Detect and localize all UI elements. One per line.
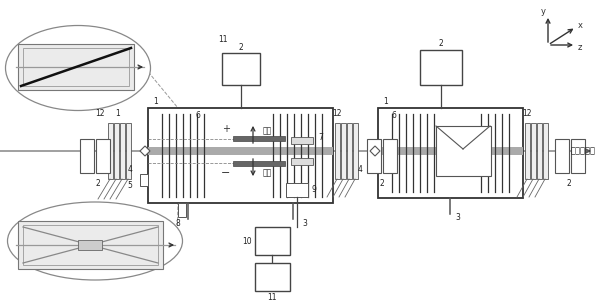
Bar xyxy=(222,53,260,85)
Bar xyxy=(378,108,523,198)
Text: 离子: 离子 xyxy=(263,168,271,178)
Bar xyxy=(420,50,462,85)
Bar xyxy=(18,44,134,90)
Polygon shape xyxy=(370,146,380,156)
Text: 8: 8 xyxy=(176,218,181,228)
Ellipse shape xyxy=(8,202,182,280)
Bar xyxy=(255,263,290,291)
Bar xyxy=(335,123,340,179)
Bar xyxy=(286,183,308,197)
Bar xyxy=(78,240,102,250)
Text: 3: 3 xyxy=(456,214,460,222)
Bar xyxy=(233,136,285,141)
Bar xyxy=(378,147,523,155)
Bar xyxy=(347,123,352,179)
Bar xyxy=(233,161,285,166)
Text: 5: 5 xyxy=(127,181,132,191)
Bar xyxy=(18,221,163,269)
Text: 6: 6 xyxy=(392,112,396,121)
Text: 2: 2 xyxy=(239,42,243,52)
Text: 1: 1 xyxy=(154,98,158,106)
Bar xyxy=(23,48,129,86)
Text: z: z xyxy=(578,44,582,52)
Text: 7: 7 xyxy=(319,132,324,142)
Text: −: − xyxy=(221,168,231,178)
Text: 12: 12 xyxy=(95,108,105,118)
Text: 极紫外激光: 极紫外激光 xyxy=(571,146,596,155)
Bar xyxy=(148,108,333,203)
Text: 2: 2 xyxy=(567,178,571,188)
Text: 2: 2 xyxy=(380,178,385,188)
Bar xyxy=(120,123,125,179)
Text: +: + xyxy=(222,124,230,134)
Text: 1: 1 xyxy=(115,108,120,118)
Bar xyxy=(353,123,358,179)
Text: 2: 2 xyxy=(438,39,443,48)
Ellipse shape xyxy=(5,25,151,111)
Text: 4: 4 xyxy=(358,165,362,174)
Bar xyxy=(555,139,569,173)
Bar xyxy=(341,123,346,179)
Bar xyxy=(367,139,381,173)
Bar xyxy=(23,225,158,265)
Bar xyxy=(571,139,585,173)
Bar xyxy=(80,139,94,173)
Bar xyxy=(255,227,290,255)
Bar xyxy=(291,137,313,144)
Bar xyxy=(96,139,110,173)
Bar xyxy=(543,123,548,179)
Bar xyxy=(537,123,542,179)
Polygon shape xyxy=(140,146,150,156)
Bar xyxy=(126,123,131,179)
Text: 11: 11 xyxy=(218,35,228,44)
Text: 2: 2 xyxy=(96,178,100,188)
Bar xyxy=(436,126,491,176)
Text: 3: 3 xyxy=(303,218,307,228)
Text: 12: 12 xyxy=(332,108,341,118)
Bar xyxy=(114,123,119,179)
Text: x: x xyxy=(578,21,582,29)
Text: 11: 11 xyxy=(267,292,277,301)
Bar xyxy=(148,147,333,155)
Text: 6: 6 xyxy=(196,112,200,121)
Bar xyxy=(531,123,536,179)
Text: 12: 12 xyxy=(522,108,532,118)
Text: 9: 9 xyxy=(312,185,316,195)
Text: 电子: 电子 xyxy=(263,126,271,135)
Bar xyxy=(178,203,186,217)
Text: y: y xyxy=(541,6,545,15)
Bar xyxy=(140,174,148,186)
Text: 1: 1 xyxy=(384,98,388,106)
Bar xyxy=(525,123,530,179)
Text: 4: 4 xyxy=(127,165,132,174)
Bar xyxy=(383,139,397,173)
Bar xyxy=(108,123,113,179)
Text: 10: 10 xyxy=(242,237,252,245)
Bar xyxy=(291,158,313,165)
